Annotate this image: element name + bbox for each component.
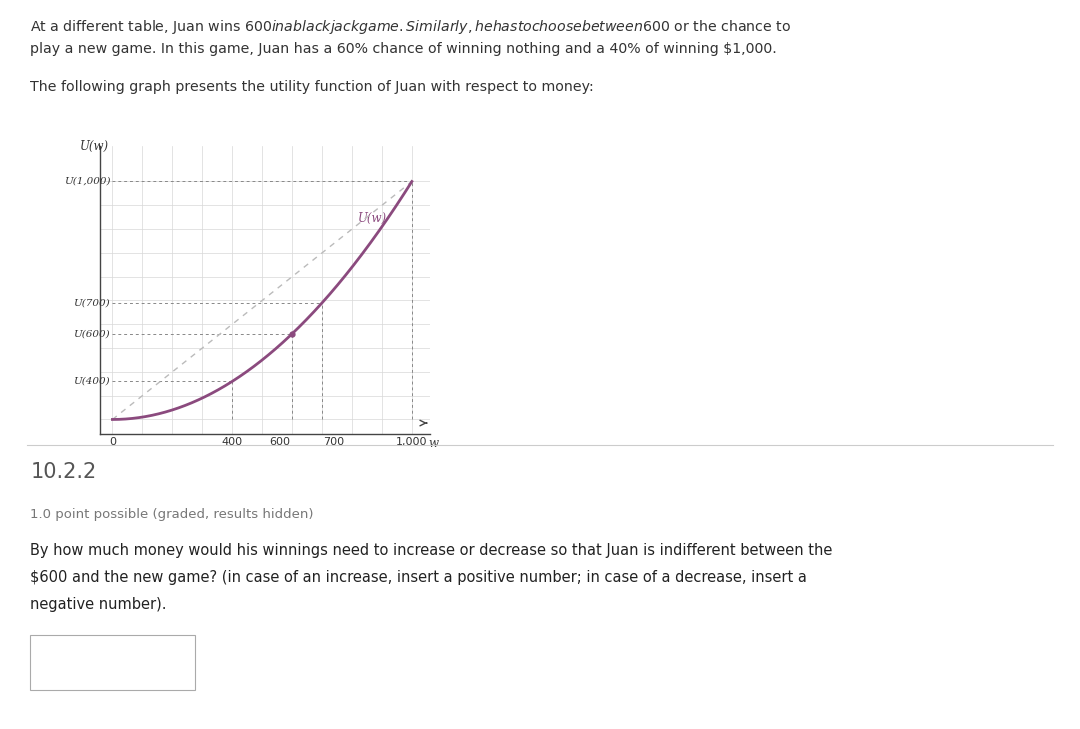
Text: $600 and the new game? (in case of an increase, insert a positive number; in cas: $600 and the new game? (in case of an in… (30, 570, 807, 585)
Text: 600: 600 (270, 437, 291, 448)
Text: 10.2.2: 10.2.2 (30, 462, 96, 482)
Text: 1,000: 1,000 (396, 437, 428, 448)
Text: 400: 400 (221, 437, 243, 448)
Text: By how much money would his winnings need to increase or decrease so that Juan i: By how much money would his winnings nee… (30, 543, 833, 558)
Text: U(600): U(600) (73, 330, 110, 338)
Text: w: w (429, 437, 438, 451)
Text: U(400): U(400) (73, 377, 110, 386)
Text: 0: 0 (109, 437, 116, 448)
Text: The following graph presents the utility function of Juan with respect to money:: The following graph presents the utility… (30, 80, 594, 94)
Text: 700: 700 (324, 437, 345, 448)
Text: U(w): U(w) (80, 140, 109, 153)
Text: negative number).: negative number). (30, 597, 166, 612)
Text: 1.0 point possible (graded, results hidden): 1.0 point possible (graded, results hidd… (30, 508, 314, 521)
Text: U(1,000): U(1,000) (64, 177, 110, 186)
Text: U(700): U(700) (73, 298, 110, 308)
Text: At a different table, Juan wins $600 in a blackjack game. Similarly, he has to c: At a different table, Juan wins $600 in … (30, 18, 792, 36)
Text: play a new game. In this game, Juan has a 60% chance of winning nothing and a 40: play a new game. In this game, Juan has … (30, 42, 777, 56)
Text: U(w): U(w) (359, 212, 388, 225)
